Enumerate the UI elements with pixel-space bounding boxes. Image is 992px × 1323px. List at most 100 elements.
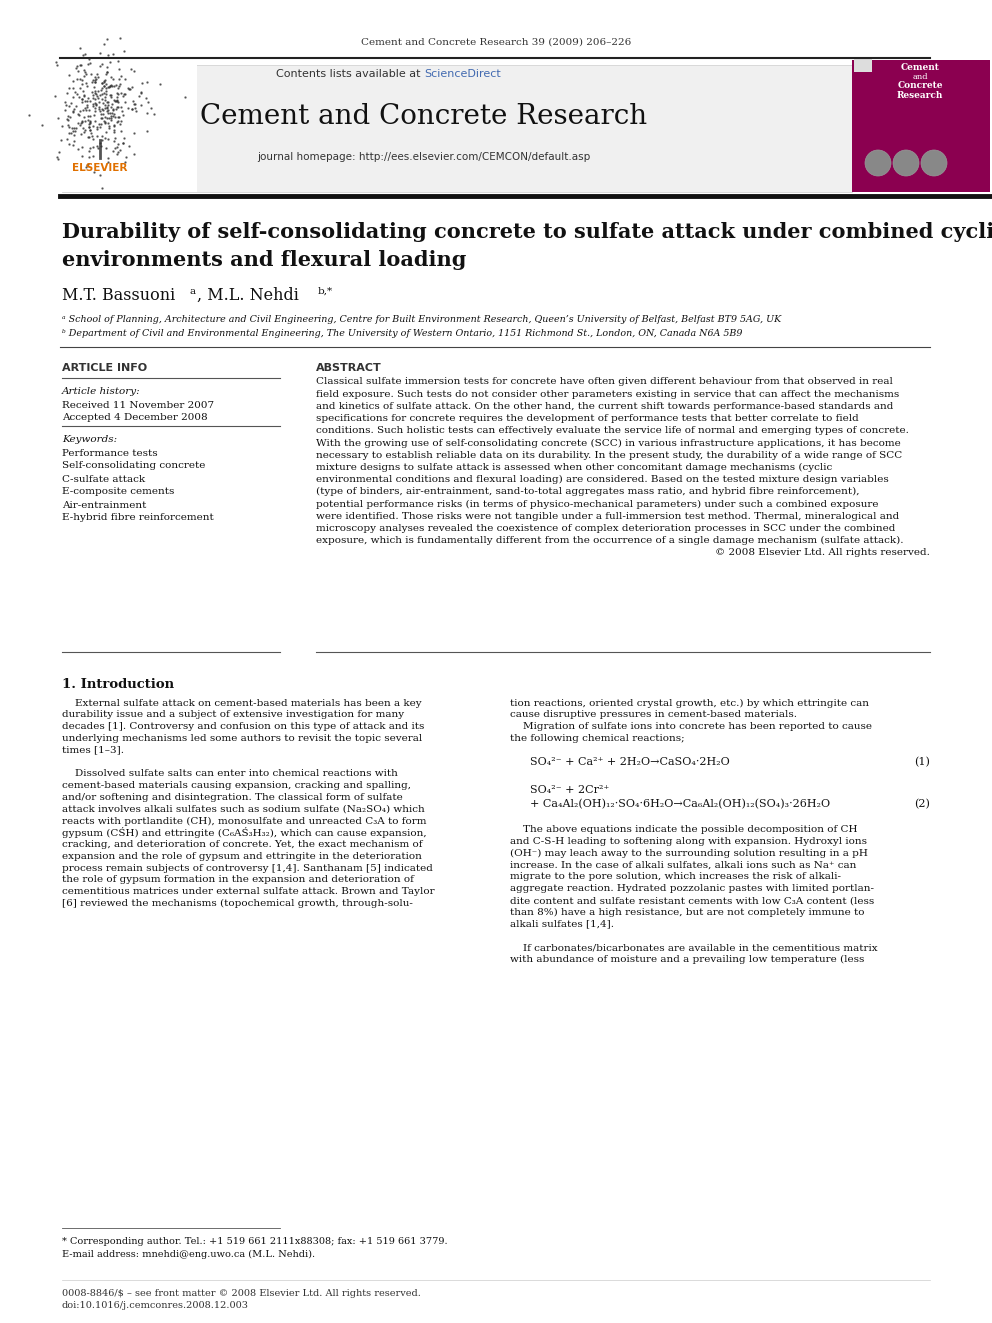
Point bbox=[97, 122, 113, 143]
Text: Cement and Concrete Research: Cement and Concrete Research bbox=[200, 102, 648, 130]
Point bbox=[105, 44, 121, 65]
FancyBboxPatch shape bbox=[62, 65, 197, 192]
Point bbox=[87, 93, 103, 114]
Point bbox=[126, 61, 142, 82]
Point bbox=[96, 71, 112, 93]
Text: Accepted 4 December 2008: Accepted 4 December 2008 bbox=[62, 413, 207, 422]
Point bbox=[108, 82, 124, 103]
Point bbox=[110, 91, 126, 112]
Point bbox=[74, 74, 90, 95]
Point bbox=[75, 45, 91, 66]
Text: journal homepage: http://ees.elsevier.com/CEMCON/default.asp: journal homepage: http://ees.elsevier.co… bbox=[257, 152, 590, 161]
Point bbox=[124, 98, 140, 119]
Point bbox=[85, 136, 101, 157]
Point bbox=[115, 105, 131, 126]
Point bbox=[82, 119, 98, 140]
Point bbox=[126, 93, 142, 114]
Text: Air-entrainment: Air-entrainment bbox=[62, 500, 147, 509]
Point bbox=[106, 105, 122, 126]
Point bbox=[99, 147, 115, 168]
Text: 1. Introduction: 1. Introduction bbox=[62, 679, 175, 692]
Point bbox=[83, 126, 99, 147]
Text: than 8%) have a high resistance, but are not completely immune to: than 8%) have a high resistance, but are… bbox=[510, 908, 864, 917]
Point bbox=[112, 114, 128, 135]
Point bbox=[71, 114, 87, 135]
Point bbox=[102, 85, 118, 106]
Point bbox=[64, 70, 80, 91]
Point bbox=[97, 90, 113, 111]
Point bbox=[73, 54, 89, 75]
Point bbox=[58, 94, 73, 115]
Point bbox=[100, 128, 116, 149]
Point bbox=[76, 85, 92, 106]
Point bbox=[76, 65, 92, 86]
Point bbox=[50, 108, 65, 130]
Point bbox=[104, 75, 120, 97]
Text: ScienceDirect: ScienceDirect bbox=[424, 69, 501, 79]
Point bbox=[103, 74, 119, 95]
Point bbox=[116, 83, 132, 105]
Point bbox=[102, 75, 118, 97]
Point bbox=[128, 101, 144, 122]
Point bbox=[84, 71, 100, 93]
Point bbox=[54, 130, 69, 151]
Text: (1): (1) bbox=[914, 757, 930, 767]
Point bbox=[87, 82, 103, 103]
Text: cracking, and deterioration of concrete. Yet, the exact mechanism of: cracking, and deterioration of concrete.… bbox=[62, 840, 423, 849]
Point bbox=[69, 69, 85, 90]
Point bbox=[94, 89, 110, 110]
Text: and C-S-H leading to softening along with expansion. Hydroxyl ions: and C-S-H leading to softening along wit… bbox=[510, 837, 867, 847]
Circle shape bbox=[893, 149, 919, 176]
Point bbox=[93, 73, 109, 94]
Point bbox=[86, 105, 102, 126]
Point bbox=[99, 101, 115, 122]
Text: cementitious matrices under external sulfate attack. Brown and Taylor: cementitious matrices under external sul… bbox=[62, 888, 434, 896]
Point bbox=[85, 94, 101, 115]
Point bbox=[80, 53, 96, 74]
Point bbox=[89, 64, 105, 85]
Point bbox=[64, 86, 80, 107]
Text: (OH⁻) may leach away to the surrounding solution resulting in a pH: (OH⁻) may leach away to the surrounding … bbox=[510, 849, 868, 857]
Circle shape bbox=[865, 149, 891, 176]
Point bbox=[177, 86, 192, 107]
Point bbox=[79, 106, 95, 127]
Point bbox=[98, 138, 114, 159]
Text: gypsum (CŚH) and ettringite (C₆AŚ₃H₃₂), which can cause expansion,: gypsum (CŚH) and ettringite (C₆AŚ₃H₃₂), … bbox=[62, 827, 427, 839]
Point bbox=[81, 49, 97, 70]
Point bbox=[81, 112, 97, 134]
Point bbox=[89, 85, 105, 106]
Point bbox=[65, 99, 81, 120]
Point bbox=[108, 90, 124, 111]
Text: C-sulfate attack: C-sulfate attack bbox=[62, 475, 145, 483]
Text: 0008-8846/$ – see front matter © 2008 Elsevier Ltd. All rights reserved.: 0008-8846/$ – see front matter © 2008 El… bbox=[62, 1289, 421, 1298]
Point bbox=[87, 81, 103, 102]
Text: Article history:: Article history: bbox=[62, 388, 141, 397]
Point bbox=[98, 81, 114, 102]
Text: , M.L. Nehdi: , M.L. Nehdi bbox=[197, 287, 304, 303]
Point bbox=[88, 94, 104, 115]
Point bbox=[90, 87, 106, 108]
Point bbox=[103, 85, 119, 106]
Point bbox=[97, 111, 113, 132]
Text: External sulfate attack on cement-based materials has been a key: External sulfate attack on cement-based … bbox=[62, 699, 422, 708]
Point bbox=[113, 82, 129, 103]
Point bbox=[96, 110, 112, 131]
Point bbox=[90, 138, 106, 159]
Text: aggregate reaction. Hydrated pozzolanic pastes with limited portlan-: aggregate reaction. Hydrated pozzolanic … bbox=[510, 884, 874, 893]
Point bbox=[100, 102, 116, 123]
Text: Cement: Cement bbox=[901, 64, 939, 73]
Point bbox=[74, 89, 90, 110]
Point bbox=[113, 120, 129, 142]
Point bbox=[82, 122, 98, 143]
Point bbox=[117, 69, 133, 90]
Point bbox=[113, 111, 129, 132]
Point bbox=[94, 78, 110, 99]
Point bbox=[68, 118, 84, 139]
Point bbox=[152, 74, 168, 95]
Point bbox=[86, 161, 102, 183]
Point bbox=[97, 97, 113, 118]
Point bbox=[92, 42, 108, 64]
Point bbox=[127, 97, 143, 118]
Point bbox=[109, 143, 125, 164]
Point bbox=[74, 89, 90, 110]
